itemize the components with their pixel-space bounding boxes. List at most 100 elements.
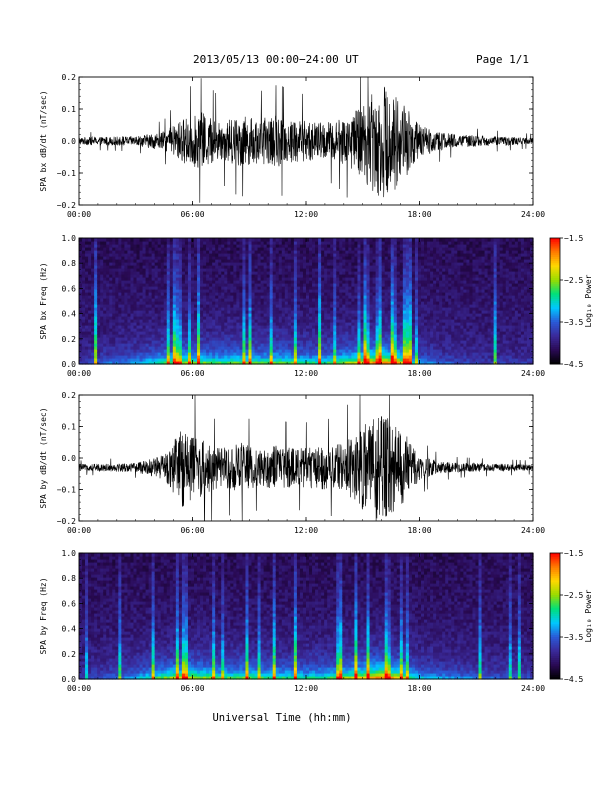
spectrogram-cell	[348, 289, 352, 293]
spectrogram-cell	[133, 310, 138, 314]
spectrogram-cell	[94, 280, 98, 284]
spectrogram-cell	[354, 352, 359, 356]
spectrogram-cell	[275, 286, 280, 290]
spectrogram-cell	[266, 307, 271, 311]
spectrogram-cell	[184, 349, 189, 353]
spectrogram-cell	[109, 352, 113, 356]
spectrogram-cell	[212, 325, 216, 329]
spectrogram-cell	[100, 268, 104, 272]
spectrogram-cell	[299, 349, 304, 353]
spectrogram-cell	[175, 286, 180, 290]
spectrogram-cell	[112, 349, 116, 353]
spectrogram-cell	[103, 355, 107, 359]
spectrogram-cell	[127, 310, 132, 314]
spectrogram-cell	[351, 292, 356, 296]
spectrogram-cell	[139, 241, 144, 245]
spectrogram-cell	[272, 283, 277, 287]
spectrogram-cell	[275, 316, 280, 320]
spectrogram-cell	[248, 256, 253, 260]
spectrogram-cell	[233, 265, 237, 269]
spectrogram-cell	[242, 325, 247, 329]
spectrogram-cell	[263, 328, 268, 332]
spectrogram-cell	[260, 301, 265, 305]
spectrogram-cell	[266, 355, 271, 359]
spectrogram-cell	[160, 304, 165, 308]
spectrogram-cell	[181, 238, 186, 242]
spectrogram-cell	[278, 283, 283, 287]
spectrogram-cell	[278, 319, 283, 323]
spectrogram-cell	[296, 337, 301, 341]
spectrogram-cell	[206, 316, 210, 320]
spectrogram-cell	[315, 280, 319, 284]
spectrogram-cell	[336, 328, 340, 332]
spectrogram-cell	[251, 358, 256, 362]
spectrogram-cell	[360, 322, 365, 326]
spectrogram-cell	[157, 331, 162, 335]
spectrogram-cell	[82, 256, 86, 260]
spectrogram-cell	[227, 283, 231, 287]
spectrogram-cell	[115, 271, 119, 275]
spectrogram-cell	[206, 262, 210, 266]
spectrogram-cell	[127, 352, 132, 356]
spectrogram-cell	[160, 292, 165, 296]
spectrogram-cell	[209, 358, 213, 362]
spectrogram-cell	[163, 322, 168, 326]
spectrogram-cell	[312, 310, 316, 314]
spectrogram-cell	[284, 259, 289, 263]
spectrogram-cell	[148, 238, 153, 242]
spectrogram-cell	[281, 253, 286, 257]
spectrogram-cell	[139, 268, 144, 272]
spectrogram-cell	[212, 250, 216, 254]
spectrogram-cell	[230, 247, 234, 251]
spectrogram-cell	[299, 301, 304, 305]
spectrogram-cell	[218, 286, 222, 290]
spectrogram-cell	[284, 250, 289, 254]
spectrogram-cell	[178, 322, 183, 326]
spectrogram-cell	[172, 286, 177, 290]
spectrogram-cell	[106, 259, 110, 263]
spectrogram-cell	[278, 268, 283, 272]
spectrogram-cell	[209, 337, 213, 341]
spectrogram-cell	[148, 319, 153, 323]
spectrogram-cell	[293, 256, 298, 260]
spectrogram-cell	[318, 253, 322, 257]
spectrogram-cell	[184, 325, 189, 329]
spectrogram-cell	[115, 352, 119, 356]
spectrogram-cell	[312, 238, 316, 242]
spectrogram-cell	[236, 322, 241, 326]
spectrogram-cell	[318, 274, 322, 278]
spectrogram-cell	[181, 337, 186, 341]
spectrogram-cell	[109, 295, 113, 299]
spectrogram-cell	[103, 292, 107, 296]
spectrogram-cell	[348, 319, 352, 323]
spectrogram-cell	[127, 325, 132, 329]
spectrogram-cell	[230, 319, 234, 323]
spectrogram-cell	[278, 274, 283, 278]
spectrogram-cell	[324, 313, 328, 317]
spectrogram-cell	[306, 319, 310, 323]
spectrogram-cell	[236, 280, 241, 284]
spectrogram-cell	[324, 304, 328, 308]
spectrogram-cell	[348, 262, 352, 266]
spectrogram-cell	[184, 244, 189, 248]
spectrogram-cell	[357, 247, 362, 251]
spectrogram-cell	[221, 265, 225, 269]
spectrogram-cell	[269, 313, 274, 317]
spectrogram-cell	[88, 295, 92, 299]
spectrogram-cell	[296, 334, 301, 338]
spectrogram-cell	[197, 319, 201, 323]
spectrogram-cell	[215, 241, 219, 245]
spectrogram-cell	[127, 358, 132, 362]
spectrogram-cell	[100, 349, 104, 353]
spectrogram-cell	[260, 313, 265, 317]
spectrogram-cell	[233, 307, 237, 311]
spectrogram-cell	[233, 256, 237, 260]
spectrogram-cell	[306, 274, 310, 278]
spectrogram-cell	[299, 277, 304, 281]
spectrogram-cell	[275, 313, 280, 317]
spectrogram-cell	[290, 307, 295, 311]
spectrogram-cell	[230, 334, 234, 338]
spectrogram-cell	[230, 304, 234, 308]
spectrogram-cell	[260, 247, 265, 251]
spectrogram-cell	[293, 250, 298, 254]
